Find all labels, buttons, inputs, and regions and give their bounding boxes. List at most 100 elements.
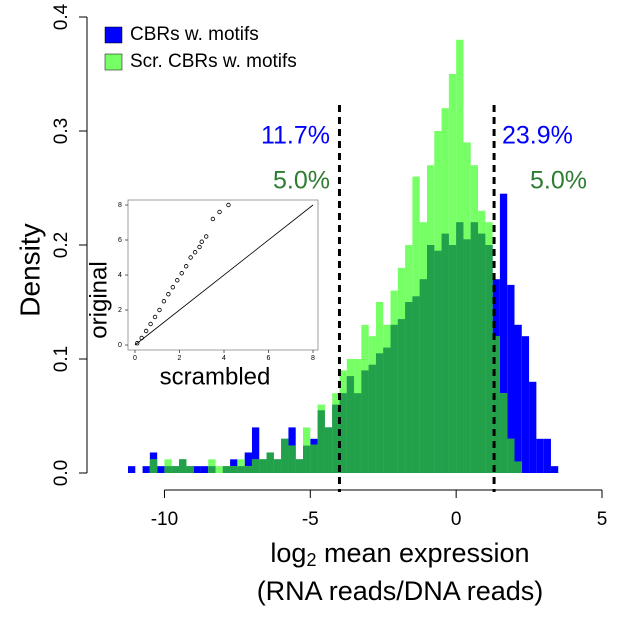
overlap-bar xyxy=(339,393,347,473)
overlap-bar xyxy=(499,393,508,473)
x-tick-label: -5 xyxy=(302,509,319,530)
overlap-bar xyxy=(448,245,457,473)
overlap-bar xyxy=(426,245,435,473)
overlap-bar xyxy=(164,466,172,473)
point xyxy=(197,244,202,250)
point xyxy=(143,328,149,334)
x-tick-label: -10 xyxy=(151,509,178,530)
x-title-sub: 2 xyxy=(306,550,316,570)
y-tick-label: 0.4 xyxy=(51,3,72,30)
inset-x-tick-label: 0 xyxy=(133,355,137,362)
annotation: 11.7% xyxy=(261,122,330,150)
overlap-bar xyxy=(441,233,449,473)
legend-label: CBRs w. motifs xyxy=(130,24,259,45)
overlap-bar xyxy=(208,466,216,473)
bar xyxy=(215,466,223,473)
overlap-bar xyxy=(310,444,318,473)
legend-swatch xyxy=(104,53,123,71)
overlap-bar xyxy=(375,353,384,473)
overlap-bar xyxy=(514,461,522,473)
point xyxy=(161,299,167,304)
point xyxy=(199,239,204,244)
overlap-bar xyxy=(405,302,413,473)
overlap-bar xyxy=(230,466,238,473)
point xyxy=(217,209,222,215)
inset-y-tick-label: 4 xyxy=(118,272,122,279)
point xyxy=(183,264,189,269)
overlap-bar xyxy=(288,445,296,473)
overlap-bar xyxy=(470,222,479,473)
point xyxy=(166,292,171,297)
point xyxy=(139,335,144,341)
bar xyxy=(550,466,559,473)
bar xyxy=(128,466,136,473)
point xyxy=(148,321,153,327)
inset-y-title: original xyxy=(85,261,112,338)
annotation: 23.9% xyxy=(502,122,573,150)
inset-frame xyxy=(127,199,319,351)
y-axis-title: Density xyxy=(14,223,45,316)
overlap-bar xyxy=(368,364,376,473)
inset-x-tick-label: 8 xyxy=(311,355,315,362)
overlap-bar xyxy=(273,459,282,473)
inset-y-tick-label: 6 xyxy=(118,237,122,244)
overlap-bar xyxy=(434,250,442,473)
point xyxy=(210,216,216,222)
point xyxy=(157,307,162,313)
overlap-bar xyxy=(383,347,391,473)
y-tick-label: 0.1 xyxy=(51,346,72,372)
x-axis-title-2: (RNA reads/DNA reads) xyxy=(257,576,544,606)
overlap-bar xyxy=(507,438,515,473)
reference-line xyxy=(134,204,314,346)
point xyxy=(188,255,193,260)
bar xyxy=(543,438,551,473)
x-tick-label: 0 xyxy=(451,509,462,530)
inset-x-tick-label: 2 xyxy=(178,355,182,362)
overlap-bar xyxy=(281,438,289,473)
inset-x-tick-label: 4 xyxy=(222,355,226,362)
overlap-bar xyxy=(295,459,304,473)
inset-x-tick-label: 6 xyxy=(267,355,271,362)
annotation: 5.0% xyxy=(530,167,587,195)
bar xyxy=(529,381,537,473)
inset-y-tick-label: 2 xyxy=(118,307,122,314)
overlap-bar xyxy=(171,466,180,473)
overlap-bar xyxy=(485,245,493,473)
point xyxy=(135,341,140,346)
overlap-bar xyxy=(361,370,369,473)
bar xyxy=(193,466,201,473)
overlap-bar xyxy=(222,466,231,473)
point xyxy=(179,271,184,276)
overlap-bar xyxy=(478,233,486,473)
overlap-bar xyxy=(332,404,340,473)
overlap-bar xyxy=(186,466,194,473)
point xyxy=(170,285,176,290)
overlap-bar xyxy=(492,336,500,473)
x-title-base: log xyxy=(270,538,306,568)
point xyxy=(226,202,231,208)
bar xyxy=(521,336,530,473)
overlap-bar xyxy=(390,324,398,473)
bar xyxy=(251,427,260,473)
bar xyxy=(536,438,544,473)
overlap-bar xyxy=(419,279,427,473)
overlap-bar xyxy=(397,319,406,473)
x-title-rest: mean expression xyxy=(316,538,529,568)
point xyxy=(192,250,198,255)
point xyxy=(152,314,158,320)
overlap-bar xyxy=(244,466,252,473)
overlap-bar xyxy=(463,239,471,473)
bar xyxy=(142,466,150,473)
overlap-bar xyxy=(237,466,245,473)
overlap-bar xyxy=(324,427,333,473)
point xyxy=(203,234,209,239)
overlap-bar xyxy=(317,410,325,473)
legend-swatch xyxy=(104,26,123,44)
overlap-bar xyxy=(251,459,260,473)
bar xyxy=(514,324,522,473)
overlap-bar xyxy=(354,393,362,473)
inset-y-tick-label: 0 xyxy=(118,342,122,349)
legend-label: Scr. CBRs w. motifs xyxy=(130,51,297,72)
annotation: 5.0% xyxy=(273,167,330,195)
